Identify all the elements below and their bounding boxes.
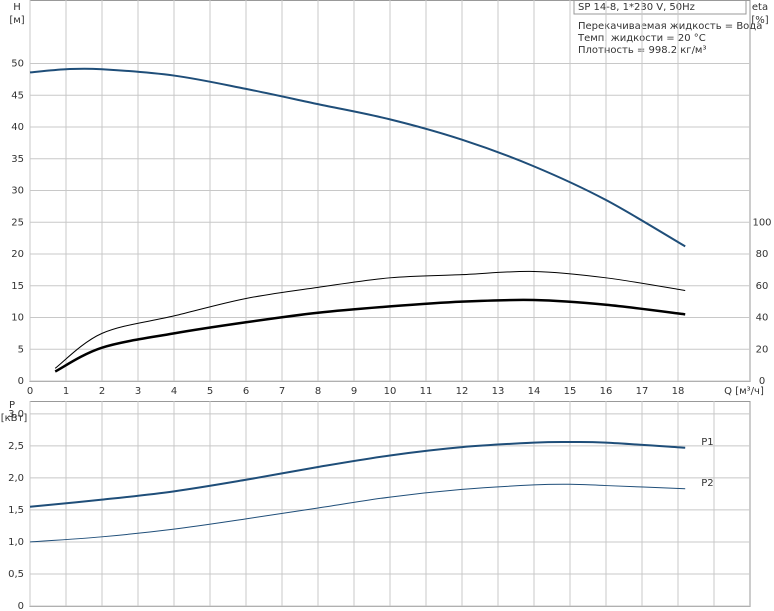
curve	[29, 483, 686, 543]
x-tick-label: 4	[171, 386, 177, 397]
y-axis-label: H	[13, 2, 21, 13]
y-tick-label: 5	[18, 344, 24, 355]
y-tick-label: 1,5	[8, 505, 24, 516]
info-line: Перекачиваемая жидкость = Вода	[578, 21, 762, 32]
y-tick-label: 10	[11, 313, 24, 324]
x-tick-label: 17	[636, 386, 649, 397]
y-tick-label: 0,5	[8, 569, 24, 580]
y-tick-label: 2,0	[8, 473, 24, 484]
y2-axis-unit: [%]	[751, 15, 768, 26]
y-tick-label: 30	[11, 186, 24, 197]
curve	[29, 67, 686, 248]
y-tick-label: 45	[11, 90, 24, 101]
y-axis-label: P	[9, 400, 15, 411]
curve	[29, 440, 686, 508]
x-tick-label: 14	[528, 386, 541, 397]
y-tick-label: 50	[11, 59, 24, 70]
x-tick-label: 3	[135, 386, 141, 397]
y2-tick-label: 0	[759, 376, 765, 387]
y-tick-label: 1,0	[8, 537, 24, 548]
x-tick-label: 13	[492, 386, 505, 397]
info-box	[573, 0, 747, 15]
y-tick-label: 0	[18, 376, 24, 387]
y2-tick-label: 100	[752, 217, 771, 228]
x-tick-label: 12	[456, 386, 469, 397]
y-tick-label: 25	[11, 217, 24, 228]
curve	[54, 298, 686, 373]
x-tick-label: 15	[564, 386, 577, 397]
y2-tick-label: 60	[756, 281, 769, 292]
x-tick-label: 7	[279, 386, 285, 397]
x-tick-label: 1	[63, 386, 69, 397]
x-tick-label: 6	[243, 386, 249, 397]
curve	[54, 270, 686, 369]
x-tick-label: 9	[351, 386, 357, 397]
y2-tick-label: 40	[756, 313, 769, 324]
series-label: P2	[701, 478, 713, 489]
y2-axis-label: eta	[752, 2, 768, 13]
y-axis-unit: [м]	[9, 15, 24, 26]
info-line: Темп. жидкости = 20 °C	[577, 33, 706, 44]
y-tick-label: 0	[18, 601, 24, 611]
x-tick-label: 16	[600, 386, 613, 397]
x-tick-label: 5	[207, 386, 213, 397]
series-label: P1	[701, 437, 713, 448]
x-tick-label: 8	[315, 386, 321, 397]
x-tick-label: 0	[27, 386, 33, 397]
y2-tick-label: 20	[756, 344, 769, 355]
y-tick-label: 15	[11, 281, 24, 292]
y-tick-label: 3,0	[8, 409, 24, 420]
x-tick-label: 2	[99, 386, 105, 397]
x-tick-label: 10	[384, 386, 397, 397]
y2-tick-label: 80	[756, 249, 769, 260]
x-tick-label: 18	[672, 386, 685, 397]
info-title: SP 14-8, 1*230 V, 50Hz	[578, 2, 695, 13]
x-tick-label: 11	[420, 386, 433, 397]
y-axis-unit: [кВт]	[1, 413, 28, 424]
y-tick-label: 2,5	[8, 441, 24, 452]
x-axis-label: Q [м³/ч]	[724, 386, 764, 397]
y-tick-label: 35	[11, 154, 24, 165]
y-tick-label: 40	[11, 122, 24, 133]
y-tick-label: 20	[11, 249, 24, 260]
